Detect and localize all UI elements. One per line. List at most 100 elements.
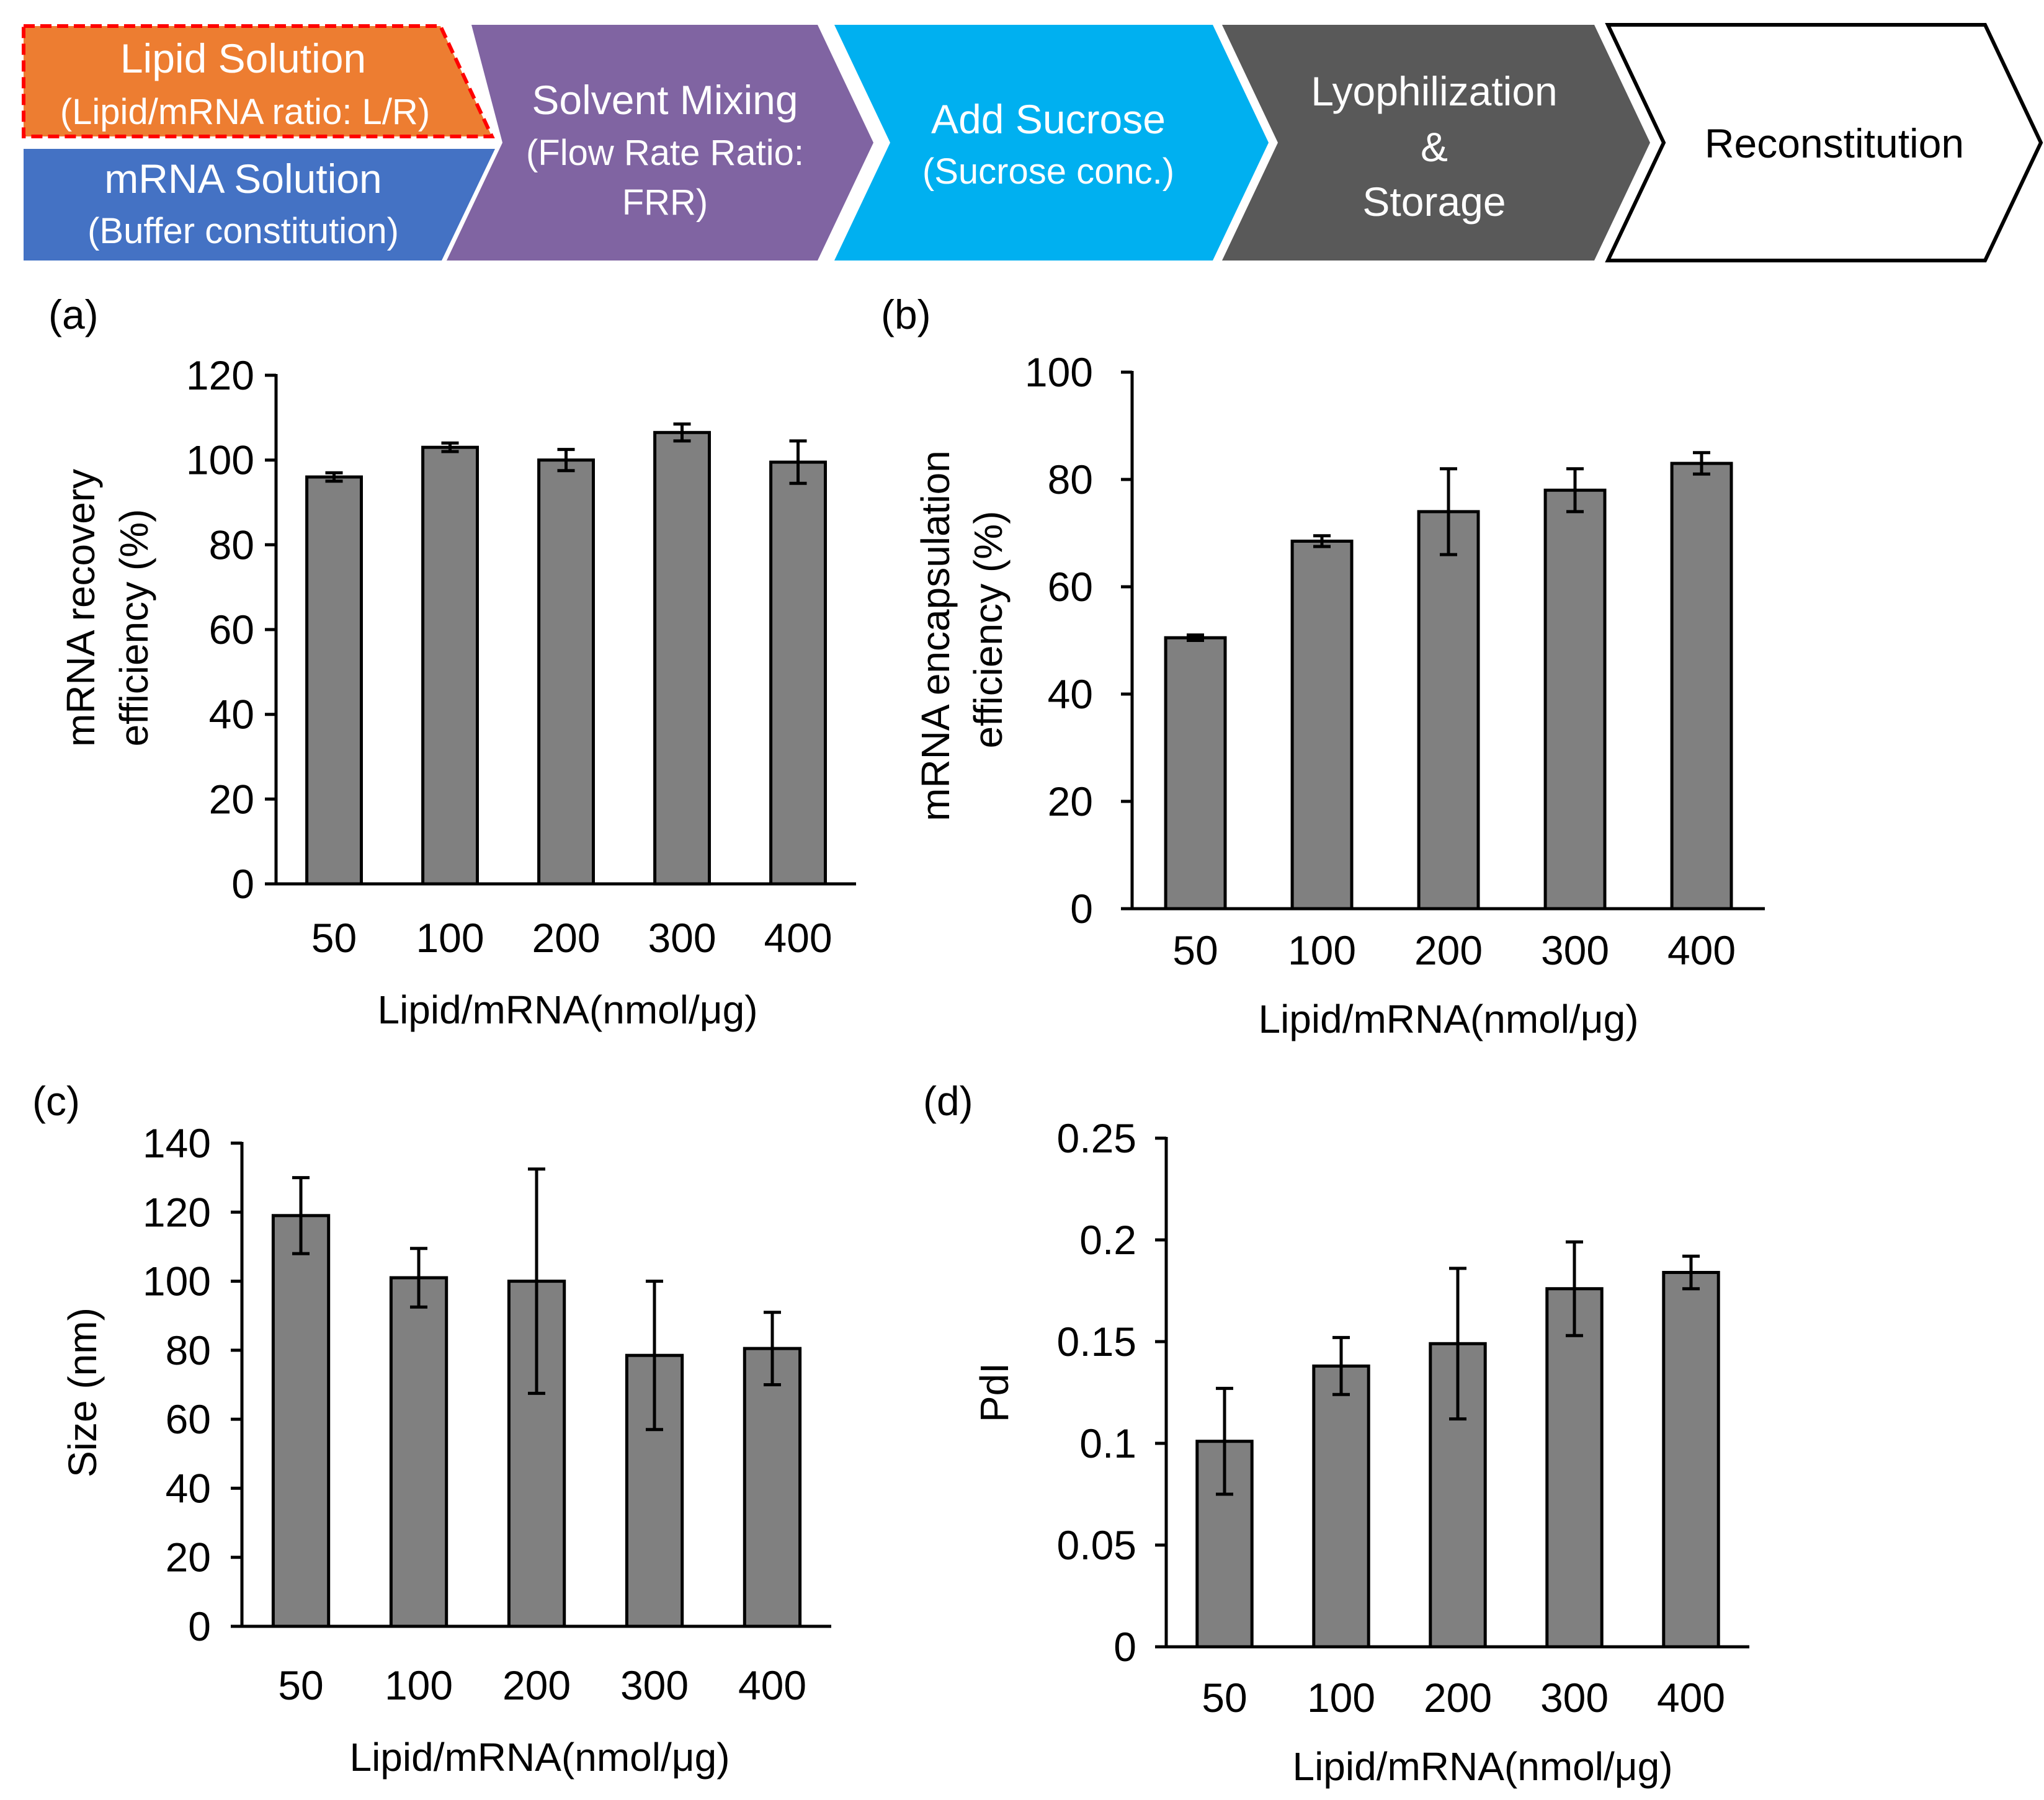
y-axis-title-b-line1: mRNA encapsulation — [913, 450, 958, 821]
flow-step-add-sucrose: Add Sucrose (Sucrose conc.) — [834, 25, 1269, 261]
panel-label-d: (d) — [923, 1078, 973, 1124]
x-tick-label-d-100: 100 — [1307, 1675, 1375, 1721]
x-axis-title-d: Lipid/mRNA(nmol/μg) — [1292, 1744, 1672, 1789]
bar-c-50 — [271, 1214, 331, 1628]
y-tick-label-a-0: 0 — [231, 861, 254, 907]
y-tick-label-b-0: 0 — [1070, 886, 1093, 932]
bar-a-200 — [537, 458, 595, 886]
x-tick-label-c-300: 300 — [620, 1662, 689, 1708]
x-tick-label-d-50: 50 — [1202, 1675, 1247, 1721]
y-axis-title-a-line2: efficiency (%) — [112, 509, 156, 747]
x-tick-label-a-200: 200 — [532, 915, 600, 961]
chart-panel-c: (c) Size (nm) Lipid/mRNA(nmol/μg) 50 100 2… — [32, 1078, 831, 1780]
bar-b-100 — [1290, 540, 1354, 911]
y-tick-label-a-4: 80 — [209, 522, 254, 568]
bar-b-200 — [1417, 510, 1480, 911]
y-tick-label-c-6: 120 — [143, 1189, 211, 1235]
y-tick-label-d-4: 0.2 — [1079, 1217, 1136, 1263]
flow-step-reconstitution: Reconstitution — [1605, 23, 2043, 262]
x-tick-label-c-400: 400 — [738, 1662, 806, 1708]
flow-shape-add-sucrose — [834, 25, 1269, 261]
panel-label-a: (a) — [48, 292, 99, 337]
x-tick-label-b-50: 50 — [1172, 927, 1218, 973]
x-tick-label-c-100: 100 — [385, 1662, 453, 1708]
y-axis-title-b-line2: efficiency (%) — [966, 511, 1011, 749]
x-tick-label-b-400: 400 — [1667, 927, 1736, 973]
panel-label-c: (c) — [32, 1078, 80, 1124]
y-axis-title-d: PdI — [972, 1363, 1017, 1422]
x-tick-label-a-100: 100 — [416, 915, 484, 961]
flow-step-lipid-solution: Lipid Solution (Lipid/mRNA ratio: L/R) — [22, 24, 495, 138]
y-tick-label-c-5: 100 — [143, 1259, 211, 1304]
y-tick-label-b-1: 20 — [1048, 778, 1093, 824]
y-tick-label-a-2: 40 — [209, 692, 254, 737]
chart-panel-a: (a) mRNA recovery efficiency (%) Lipid/m… — [48, 292, 856, 1032]
bar-c-100 — [389, 1276, 449, 1628]
bar-a-300 — [653, 430, 711, 886]
flow-subtitle-lipid-solution: (Lipid/mRNA ratio: L/R) — [60, 92, 430, 132]
bar-a-100 — [421, 445, 479, 886]
flow-step-solvent-mixing: Solvent Mixing (Flow Rate Ratio: FRR) — [447, 25, 873, 261]
flow-subtitle-add-sucrose: (Sucrose conc.) — [922, 151, 1174, 192]
flow-line-lyophilization-2: & — [1421, 124, 1448, 170]
y-tick-label-c-0: 0 — [188, 1603, 211, 1649]
bar-a-400 — [769, 460, 827, 886]
x-tick-label-d-400: 400 — [1657, 1675, 1725, 1721]
x-tick-label-a-400: 400 — [764, 915, 832, 961]
y-tick-label-d-1: 0.05 — [1057, 1522, 1136, 1568]
y-tick-label-b-5: 100 — [1025, 349, 1093, 395]
flow-subtitle-mrna-solution: (Buffer constitution) — [87, 211, 399, 251]
flow-subtitle-solvent-mixing-2: FRR) — [622, 182, 708, 223]
bar-a-50 — [305, 475, 364, 886]
y-tick-label-c-2: 40 — [166, 1465, 211, 1511]
x-tick-label-b-100: 100 — [1288, 927, 1356, 973]
flow-title-add-sucrose: Add Sucrose — [931, 96, 1166, 142]
flow-title-solvent-mixing: Solvent Mixing — [532, 77, 798, 123]
bar-b-50 — [1164, 636, 1227, 911]
flow-line-lyophilization-3: Storage — [1362, 179, 1506, 225]
y-tick-label-a-6: 120 — [186, 352, 254, 398]
panel-label-b: (b) — [881, 292, 931, 337]
x-tick-label-b-200: 200 — [1414, 927, 1483, 973]
chart-panel-d: (d) PdI Lipid/mRNA(nmol/μg) 50 100 200 300 4… — [923, 1078, 1749, 1789]
flow-shape-reconstitution — [1605, 23, 2043, 262]
x-tick-label-d-200: 200 — [1424, 1675, 1492, 1721]
bar-b-400 — [1670, 461, 1733, 911]
x-tick-label-a-50: 50 — [311, 915, 357, 961]
y-tick-label-b-4: 80 — [1048, 457, 1093, 502]
flow-step-lyophilization: Lyophilization & Storage — [1222, 25, 1650, 261]
x-tick-label-b-300: 300 — [1541, 927, 1609, 973]
y-tick-label-c-1: 20 — [166, 1535, 211, 1580]
y-tick-label-d-2: 0.1 — [1079, 1420, 1136, 1466]
bar-c-400 — [743, 1347, 802, 1628]
x-axis-title-a: Lipid/mRNA(nmol/μg) — [377, 987, 757, 1032]
x-tick-label-a-300: 300 — [648, 915, 716, 961]
flow-title-reconstitution: Reconstitution — [1705, 120, 1964, 166]
y-axis-title-a-line1: mRNA recovery — [58, 469, 103, 747]
y-tick-label-a-5: 100 — [186, 437, 254, 483]
flow-title-lipid-solution: Lipid Solution — [120, 35, 366, 81]
y-tick-label-d-0: 0 — [1113, 1624, 1136, 1670]
y-tick-label-a-1: 20 — [209, 776, 254, 822]
bar-d-400 — [1662, 1271, 1720, 1649]
flow-shape-mrna-solution — [24, 149, 495, 261]
y-tick-label-b-3: 60 — [1048, 564, 1093, 610]
bar-d-300 — [1545, 1287, 1604, 1649]
bar-d-100 — [1312, 1364, 1370, 1649]
x-tick-label-c-50: 50 — [278, 1662, 323, 1708]
y-axis-title-c: Size (nm) — [60, 1308, 105, 1477]
x-tick-label-c-200: 200 — [502, 1662, 571, 1708]
x-axis-title-b: Lipid/mRNA(nmol/μg) — [1258, 997, 1638, 1041]
flow-shape-solvent-mixing — [447, 25, 873, 261]
bar-b-300 — [1543, 488, 1607, 911]
y-tick-label-d-3: 0.15 — [1057, 1319, 1136, 1365]
chart-panel-b: (b) mRNA encapsulation efficiency (%) Li… — [881, 292, 1765, 1041]
y-tick-label-a-3: 60 — [209, 607, 254, 653]
x-axis-title-c: Lipid/mRNA(nmol/μg) — [349, 1735, 730, 1780]
flow-shape-lyophilization — [1222, 25, 1650, 261]
flow-step-mrna-solution: mRNA Solution (Buffer constitution) — [24, 149, 495, 261]
flow-line-lyophilization-1: Lyophilization — [1311, 68, 1557, 114]
y-tick-label-c-3: 60 — [166, 1396, 211, 1442]
